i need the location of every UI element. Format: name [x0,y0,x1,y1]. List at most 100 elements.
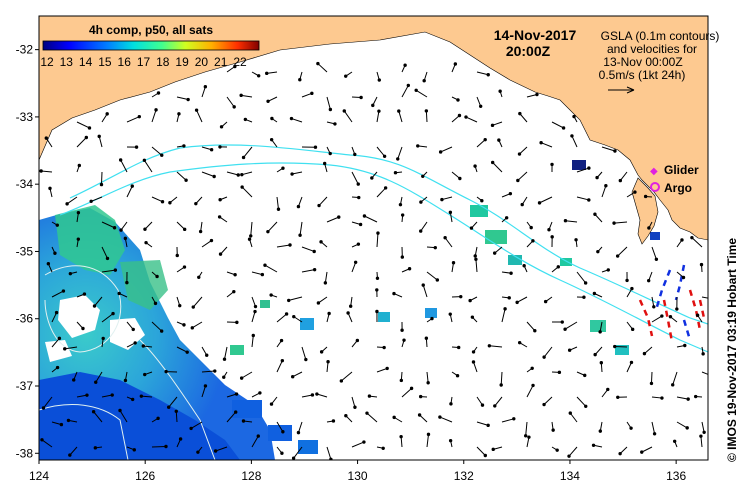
velocity-arrow-head [440,197,444,202]
velocity-arrow [43,396,53,409]
velocity-arrow-head [46,262,51,266]
velocity-arrow-head [396,157,400,161]
velocity-arrow-head [362,440,366,444]
velocity-arrow-head [112,226,117,230]
velocity-arrow [551,121,564,129]
scale-arrow [608,86,635,94]
velocity-arrow-head [435,278,440,282]
velocity-arrow-head [182,265,187,269]
velocity-arrow-head [203,384,208,388]
velocity-arrow [126,185,133,198]
velocity-arrow-head [542,402,546,407]
velocity-arrow-head [359,95,363,100]
velocity-arrow [473,361,478,373]
velocity-arrow-head [433,245,437,250]
velocity-arrow-head [68,271,73,276]
velocity-arrow-head [310,393,315,397]
velocity-arrow [422,284,428,298]
velocity-arrow-head [625,278,629,283]
velocity-arrow [276,244,291,248]
x-tick-label: 130 [348,469,368,483]
velocity-arrow-head [537,201,542,205]
velocity-arrow [564,321,578,330]
velocity-arrow-head [110,393,114,397]
velocity-arrow-head [535,92,539,97]
velocity-arrow-head [312,249,316,254]
velocity-arrow-head [117,291,121,296]
velocity-arrow-head [344,413,348,418]
velocity-arrow-head [675,307,679,311]
velocity-arrow-head [130,184,134,188]
velocity-arrow-head [527,435,531,439]
velocity-arrow-head [416,144,420,148]
velocity-arrow-head [699,262,704,267]
velocity-arrow-head [470,315,475,319]
velocity-arrow-head [249,234,253,238]
velocity-arrow [101,269,116,273]
velocity-arrow [316,393,328,398]
velocity-arrow [415,89,428,98]
velocity-arrow-head [40,438,44,442]
velocity-arrow [444,237,453,248]
velocity-arrow-head [668,315,673,319]
velocity-arrow-head [382,345,386,350]
glider-label: Glider [664,163,699,177]
velocity-arrow-head [281,166,285,170]
cloud-gap [58,295,100,338]
velocity-arrow-head [402,338,406,342]
velocity-arrow-head [290,172,294,176]
velocity-arrow-head [591,443,596,447]
velocity-arrow-head [448,438,453,443]
velocity-arrow-head [508,191,513,196]
velocity-arrow [676,421,688,429]
velocity-arrow-head [598,429,603,433]
velocity-arrow-head [356,182,360,186]
velocity-arrow [241,186,253,198]
velocity-arrow [318,296,328,304]
velocity-arrow [251,271,263,276]
velocity-arrow-head [270,116,274,121]
y-tick-label: -37 [16,379,34,393]
velocity-arrow-head [328,151,332,156]
velocity-arrow-head [557,370,562,375]
velocity-arrow-head [459,294,463,299]
velocity-arrow [650,371,653,384]
velocity-arrow-head [414,88,418,93]
velocity-arrow [476,446,486,456]
velocity-arrow-head [652,305,656,309]
velocity-arrow [326,361,329,373]
velocity-arrow-head [523,434,528,438]
velocity-arrow [201,171,215,177]
velocity-arrow [119,410,128,423]
velocity-arrow-head [287,298,291,303]
velocity-arrow-head [371,103,375,108]
velocity-arrow-head [288,243,292,247]
velocity-arrow [66,196,78,205]
velocity-arrow-head [453,62,458,66]
velocity-arrow [276,313,287,323]
velocity-arrow-head [184,178,188,182]
velocity-arrow [525,421,528,436]
velocity-arrow [288,296,303,301]
velocity-arrow-head [426,432,431,437]
velocity-arrow [176,171,187,181]
velocity-arrow-head [685,426,689,430]
velocity-arrow-head [695,313,700,317]
velocity-arrow [76,121,90,129]
velocity-arrow [476,71,489,76]
velocity-arrow-head [542,355,546,359]
velocity-arrow-head [493,404,497,408]
velocity-arrow [517,171,528,181]
velocity-arrow-head [175,253,179,258]
velocity-arrow-head [319,240,323,244]
velocity-arrow-head [143,227,147,231]
velocity-arrow-head [469,226,474,230]
velocity-arrow-head [515,300,519,305]
velocity-arrow-head [218,198,222,202]
velocity-arrow-head [517,340,522,345]
velocity-arrow [224,346,228,360]
colorbar-tick-label: 22 [233,55,247,69]
velocity-arrow [143,160,153,173]
velocity-arrow [41,170,53,173]
velocity-arrow-head [144,240,148,245]
